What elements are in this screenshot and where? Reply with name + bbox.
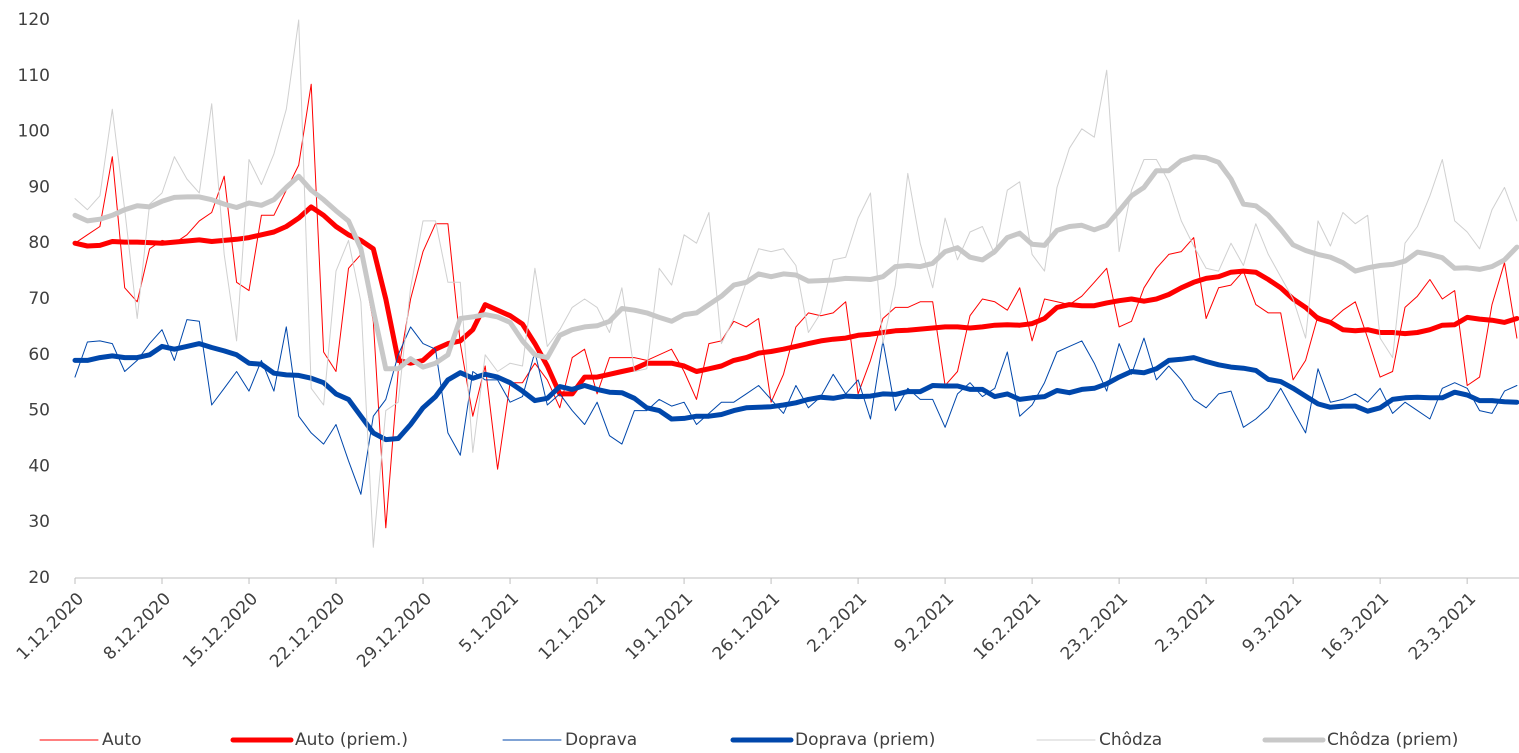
x-tick-label: 2.3.2021 <box>1152 589 1220 657</box>
y-tick-label: 90 <box>28 177 50 197</box>
y-tick-label: 20 <box>28 568 50 588</box>
legend-label: Auto (priem.) <box>295 730 408 750</box>
x-tick-label: 23.2.2021 <box>1057 589 1132 664</box>
series-line <box>74 83 1518 529</box>
y-tick-label: 100 <box>18 122 50 142</box>
legend-label: Chôdza <box>1099 730 1162 750</box>
x-tick-label: 1.12.2020 <box>13 589 88 664</box>
x-tick-label: 8.12.2020 <box>100 589 175 664</box>
series-line <box>72 341 1519 443</box>
x-tick-label: 26.1.2021 <box>709 589 784 664</box>
y-tick-label: 60 <box>28 345 50 365</box>
x-tick-label: 16.2.2021 <box>970 589 1045 664</box>
y-tick-label: 120 <box>18 10 50 30</box>
x-tick-label: 23.3.2021 <box>1405 589 1480 664</box>
y-tick-label: 40 <box>28 456 50 476</box>
legend-label: Chôdza (priem) <box>1327 730 1458 750</box>
x-tick-label: 15.12.2020 <box>179 589 262 672</box>
x-tick-label: 2.2.2021 <box>803 589 871 657</box>
x-tick-label: 9.3.2021 <box>1239 589 1307 657</box>
series-line <box>74 19 1518 548</box>
legend-label: Doprava (priem) <box>795 730 935 750</box>
series-line <box>72 154 1519 372</box>
y-tick-label: 110 <box>18 66 50 86</box>
x-tick-label: 29.12.2020 <box>353 589 436 672</box>
x-tick-label: 9.2.2021 <box>890 589 958 657</box>
x-tick-label: 22.12.2020 <box>266 589 349 672</box>
legend-label: Doprava <box>565 730 637 750</box>
y-tick-label: 50 <box>28 401 50 421</box>
y-tick-label: 30 <box>28 512 50 532</box>
legend-label: Auto <box>102 730 141 750</box>
x-tick-label: 16.3.2021 <box>1318 589 1393 664</box>
y-tick-label: 70 <box>28 289 50 309</box>
x-tick-label: 12.1.2021 <box>535 589 610 664</box>
x-tick-label: 5.1.2021 <box>455 589 523 657</box>
series-line <box>74 319 1518 495</box>
x-tick-label: 19.1.2021 <box>622 589 697 664</box>
y-tick-label: 80 <box>28 233 50 253</box>
series-line <box>72 204 1519 397</box>
